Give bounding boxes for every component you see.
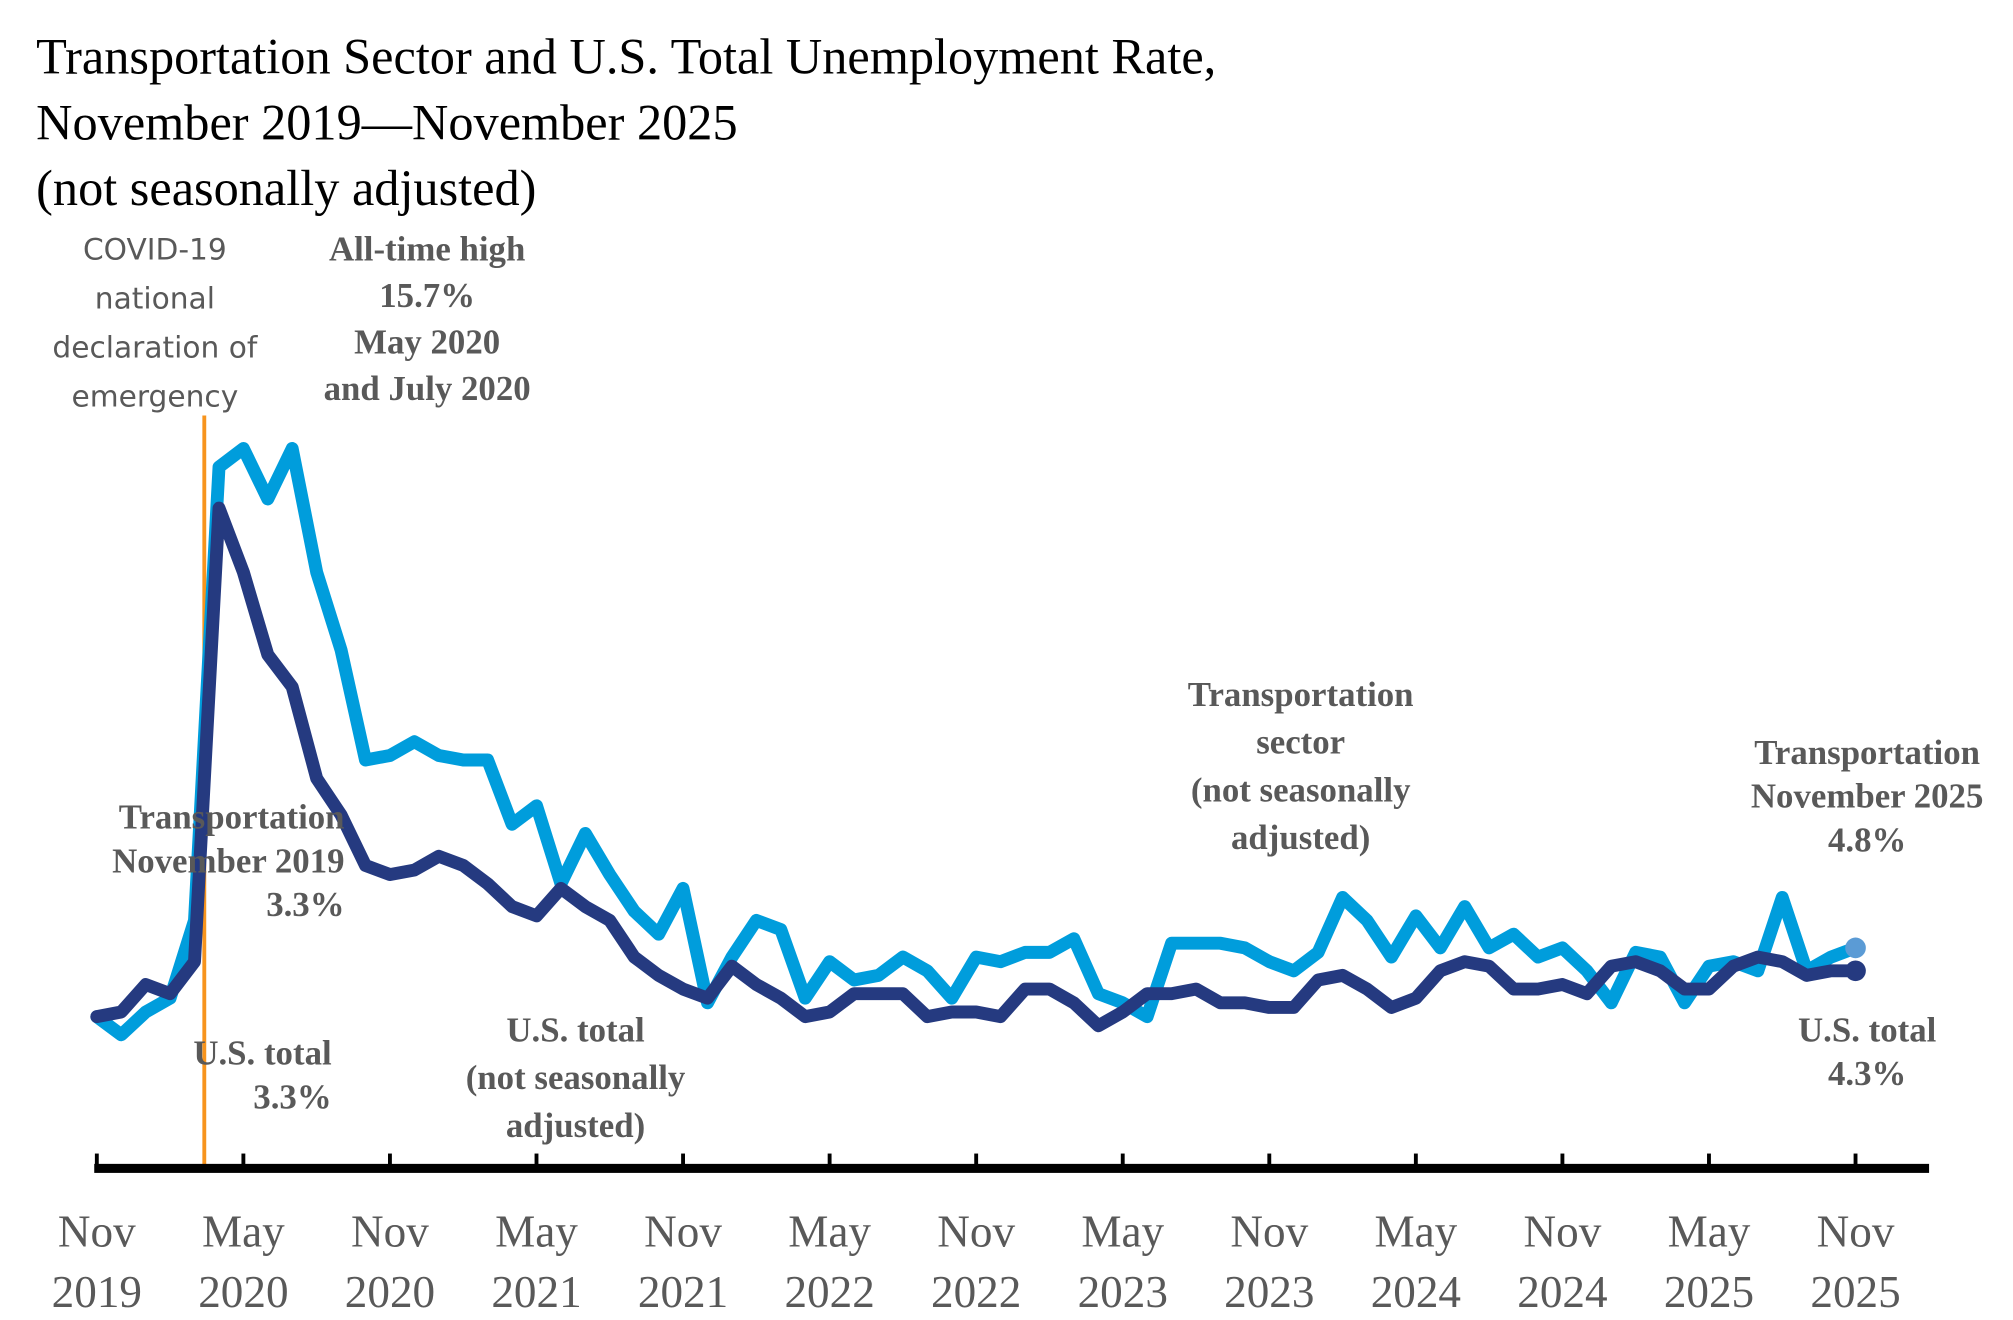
annotation-us-end: 4.3% (1828, 1054, 1906, 1093)
x-tick-label-year: 2024 (1371, 1267, 1461, 1317)
annotation-high: All-time high (329, 230, 525, 269)
annotation-trans-series: Transportation (1188, 675, 1414, 714)
x-tick-label-month: Nov (1524, 1206, 1602, 1256)
annotation-trans-series: sector (1256, 723, 1345, 762)
us_total-line (90, 501, 1862, 1033)
x-tick (974, 1153, 979, 1167)
annotation-high: and July 2020 (324, 369, 531, 408)
transportation-end-point (1845, 937, 1866, 959)
x-tick-label-month: Nov (58, 1206, 136, 1256)
x-tick-label-month: Nov (1817, 1206, 1895, 1256)
annotation-covid: national (95, 280, 215, 315)
x-tick-label-year: 2020 (345, 1267, 435, 1317)
x-tick-label-month: May (1668, 1206, 1751, 1256)
annotation-covid: emergency (71, 378, 238, 413)
x-tick (1707, 1153, 1711, 1167)
x-tick-label-year: 2025 (1810, 1267, 1900, 1317)
x-tick-label-month: Nov (1230, 1206, 1308, 1256)
annotation-trans-series: (not seasonally (1191, 770, 1411, 809)
x-tick-label-year: 2022 (784, 1267, 874, 1317)
x-tick (1267, 1153, 1272, 1167)
x-tick (1560, 1153, 1565, 1167)
annotation-us-series: (not seasonally (466, 1058, 686, 1097)
x-tick (681, 1153, 685, 1167)
annotation-trans-start: November 2019 (112, 841, 344, 880)
annotation-high: May 2020 (354, 323, 500, 362)
annotation-us-start: 3.3% (253, 1077, 331, 1116)
annotation-us-series: U.S. total (506, 1010, 645, 1049)
x-tick-label-month: May (1081, 1206, 1164, 1256)
x-tick-label-month: May (788, 1206, 871, 1256)
x-tick (1413, 1153, 1418, 1167)
annotation-covid: COVID-19 (83, 231, 227, 266)
x-tick-label-month: Nov (644, 1206, 722, 1256)
x-axis: Nov 2019 May 2020 Nov 2020 May 2021 Nov 2021 May 20… (52, 1153, 1930, 1317)
x-tick-label-year: 2023 (1078, 1267, 1168, 1317)
x-tick (534, 1153, 539, 1167)
x-tick-label-month: Nov (937, 1206, 1015, 1256)
x-tick-label-year: 2022 (931, 1267, 1021, 1317)
annotation-us-end: U.S. total (1798, 1010, 1937, 1049)
x-tick-label-year: 2021 (491, 1267, 581, 1317)
x-tick-label-year: 2023 (1224, 1267, 1314, 1317)
annotation-covid: declaration of (52, 329, 258, 364)
title-line-2: November 2019—November 2025 (36, 94, 737, 150)
annotation-trans-end: Transportation (1754, 733, 1980, 772)
x-tick (241, 1153, 246, 1167)
x-tick-label-year: 2021 (638, 1267, 728, 1317)
chart-title: Transportation Sector and U.S. Total Une… (36, 29, 1216, 217)
x-tick-label-year: 2019 (52, 1267, 142, 1317)
x-tick (388, 1153, 392, 1167)
x-tick (827, 1153, 832, 1167)
x-tick-label-year: 2020 (198, 1267, 288, 1317)
annotation-trans-start: 3.3% (266, 885, 344, 924)
title-line-3: (not seasonally adjusted) (36, 160, 536, 216)
annotation-trans-start: Transportation (119, 797, 345, 836)
x-tick-label-year: 2024 (1517, 1267, 1607, 1317)
us-total-end-point (1845, 960, 1866, 982)
x-tick (94, 1153, 99, 1167)
transportation-line (90, 442, 1862, 1042)
plot-area (90, 415, 1866, 1168)
annotation-us-start: U.S. total (193, 1034, 332, 1073)
annotation-trans-end: 4.8% (1828, 821, 1906, 860)
x-tick-label-month: May (202, 1206, 285, 1256)
x-tick-label-month: May (495, 1206, 578, 1256)
annotation-trans-series: adjusted) (1231, 818, 1370, 857)
annotation-us-series: adjusted) (506, 1106, 645, 1145)
annotations: COVID-19 national declaration of emergency A… (52, 230, 1983, 1145)
x-tick-label-month: May (1374, 1206, 1457, 1256)
x-tick-label-month: Nov (351, 1206, 429, 1256)
title-line-1: Transportation Sector and U.S. Total Une… (36, 29, 1216, 85)
annotation-trans-end: November 2025 (1751, 777, 1983, 816)
x-tick (1853, 1153, 1858, 1167)
x-tick (1120, 1153, 1125, 1167)
annotation-high: 15.7% (379, 276, 475, 315)
x-axis-line (94, 1163, 1930, 1173)
x-tick-label-year: 2025 (1664, 1267, 1754, 1317)
